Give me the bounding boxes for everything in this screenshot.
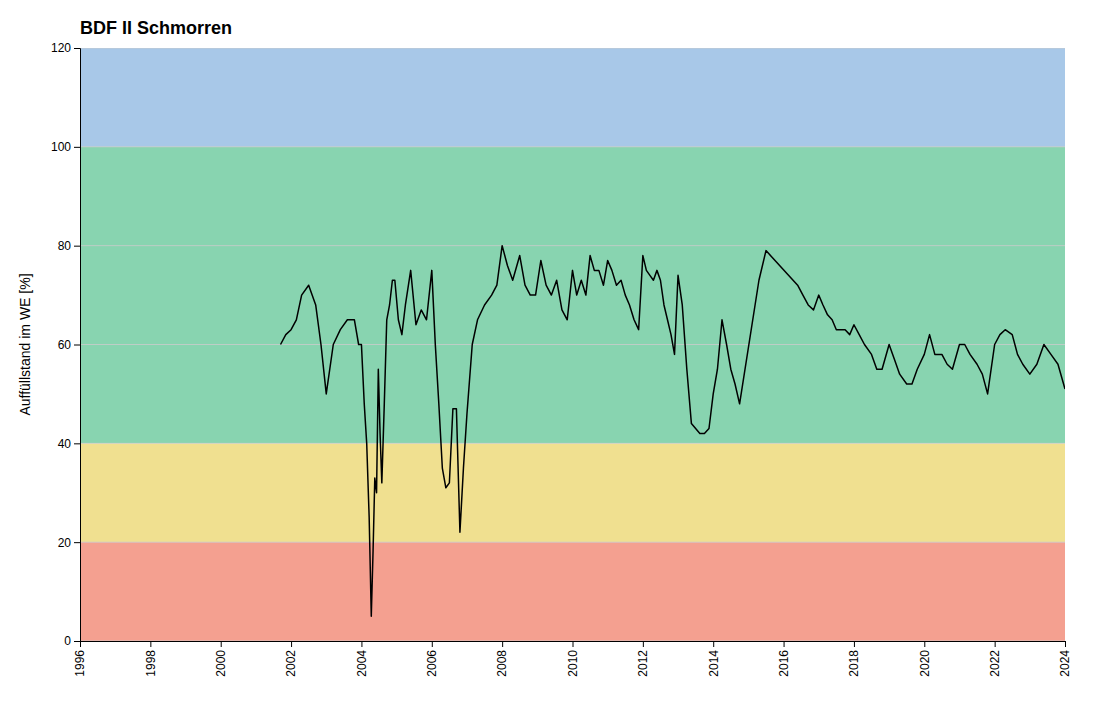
grid-line xyxy=(80,443,1065,444)
x-tick: 2014 xyxy=(707,641,721,677)
x-tick-mark xyxy=(573,641,574,647)
x-tick-mark xyxy=(221,641,222,647)
y-tick: 100 xyxy=(51,140,80,154)
x-tick-mark xyxy=(713,641,714,647)
x-tick-mark xyxy=(291,641,292,647)
y-tick-label: 100 xyxy=(51,140,71,154)
chart-title: BDF II Schmorren xyxy=(80,18,232,38)
plot-area xyxy=(80,48,1065,641)
x-tick-mark xyxy=(854,641,855,647)
grid-line xyxy=(80,542,1065,543)
y-tick-label: 60 xyxy=(58,338,72,352)
grid-line xyxy=(80,48,1065,49)
data-line xyxy=(281,246,1065,617)
band xyxy=(80,443,1065,542)
x-tick: 1996 xyxy=(73,641,87,677)
chart-svg: 1996 1998 2000 2002 2004 2006 2008 2010 2012 2014… xyxy=(0,0,1095,707)
x-tick-label: 1998 xyxy=(144,650,158,677)
band xyxy=(80,542,1065,641)
y-tick-mark xyxy=(74,443,80,444)
x-tick-mark xyxy=(361,641,362,647)
y-tick: 40 xyxy=(58,437,80,451)
x-tick: 2002 xyxy=(284,641,298,677)
x-tick-label: 2022 xyxy=(988,650,1002,677)
x-tick-label: 2012 xyxy=(636,650,650,677)
x-tick: 2016 xyxy=(777,641,791,677)
x-tick-mark xyxy=(924,641,925,647)
x-tick-label: 2010 xyxy=(566,650,580,677)
x-tick-label: 2024 xyxy=(1058,650,1072,677)
band xyxy=(80,147,1065,444)
x-tick-label: 1996 xyxy=(73,650,87,677)
y-tick-mark xyxy=(74,641,80,642)
x-tick: 2010 xyxy=(566,641,580,677)
y-axis-line xyxy=(74,49,81,642)
y-tick-label: 120 xyxy=(51,41,71,55)
x-tick-label: 2016 xyxy=(777,650,791,677)
y-tick-label: 20 xyxy=(58,536,72,550)
grid-line xyxy=(80,641,1065,642)
y-tick: 60 xyxy=(58,338,80,352)
band xyxy=(80,48,1065,147)
y-axis: 0 20 40 60 80 100 120 xyxy=(51,41,81,648)
y-tick-mark xyxy=(74,48,80,49)
x-tick-label: 2014 xyxy=(707,650,721,677)
grid-line xyxy=(80,245,1065,246)
grid-line xyxy=(80,344,1065,345)
x-tick-label: 2002 xyxy=(284,650,298,677)
x-tick-mark xyxy=(643,641,644,647)
y-tick-label: 80 xyxy=(58,239,72,253)
y-tick: 80 xyxy=(58,239,80,253)
y-tick-label: 0 xyxy=(64,634,71,648)
x-tick: 2012 xyxy=(636,641,650,677)
y-tick: 120 xyxy=(51,41,80,55)
x-tick-mark xyxy=(995,641,996,647)
y-tick-mark xyxy=(74,542,80,543)
x-tick: 2006 xyxy=(425,641,439,677)
x-tick: 2000 xyxy=(214,641,228,677)
x-tick: 2020 xyxy=(918,641,932,677)
y-tick-mark xyxy=(74,345,80,346)
x-tick-mark xyxy=(150,641,151,647)
x-tick-label: 2000 xyxy=(214,650,228,677)
x-tick: 2008 xyxy=(495,641,509,677)
x-tick-mark xyxy=(1065,641,1066,647)
y-tick-mark xyxy=(74,246,80,247)
x-tick: 2004 xyxy=(355,641,369,677)
grid xyxy=(80,48,1065,641)
x-axis: 1996 1998 2000 2002 2004 2006 2008 2010 2012 2014… xyxy=(73,641,1072,677)
x-tick: 2018 xyxy=(847,641,861,677)
x-tick-label: 2008 xyxy=(495,650,509,677)
x-tick-mark xyxy=(432,641,433,647)
x-tick: 2024 xyxy=(1058,641,1072,677)
grid-line xyxy=(80,146,1065,147)
x-tick-label: 2018 xyxy=(847,650,861,677)
y-tick-mark xyxy=(74,147,80,148)
x-tick-label: 2006 xyxy=(425,650,439,677)
x-tick-mark xyxy=(502,641,503,647)
x-axis-line xyxy=(81,642,1066,648)
x-tick-mark xyxy=(784,641,785,647)
x-tick-label: 2004 xyxy=(355,650,369,677)
chart-container: 1996 1998 2000 2002 2004 2006 2008 2010 2012 2014… xyxy=(0,0,1095,707)
y-tick: 20 xyxy=(58,536,80,550)
y-tick: 0 xyxy=(64,634,80,648)
x-tick: 1998 xyxy=(144,641,158,677)
x-tick: 2022 xyxy=(988,641,1002,677)
y-tick-label: 40 xyxy=(58,437,72,451)
x-tick-label: 2020 xyxy=(918,650,932,677)
y-axis-title: Auffüllstand im WE [%] xyxy=(17,273,33,415)
